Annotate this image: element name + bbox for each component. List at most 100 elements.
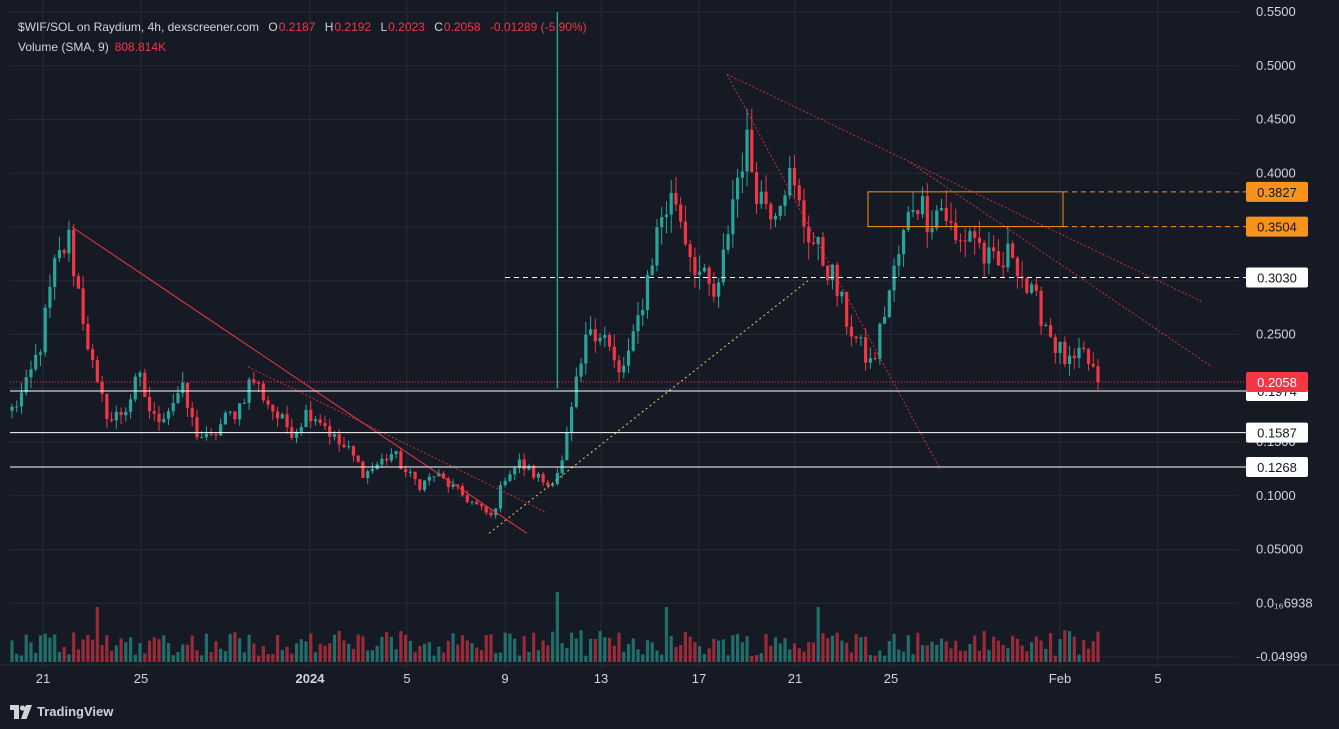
volume-bar bbox=[802, 651, 806, 662]
volume-bar bbox=[897, 649, 901, 662]
candle-body bbox=[645, 274, 650, 311]
volume-bar bbox=[408, 640, 412, 662]
candle-body bbox=[546, 482, 550, 486]
candle-body bbox=[911, 210, 915, 212]
volume-bar bbox=[546, 645, 550, 662]
volume-bar bbox=[24, 634, 28, 662]
volume-bar bbox=[43, 633, 47, 662]
volume-bar bbox=[356, 634, 360, 662]
volume-bar bbox=[859, 637, 863, 662]
candle-body bbox=[332, 434, 337, 437]
candle-body bbox=[992, 247, 996, 252]
candle-body bbox=[778, 205, 782, 216]
candle-body bbox=[385, 458, 389, 461]
x-tick-label: 21 bbox=[36, 671, 50, 686]
volume-bar bbox=[906, 635, 910, 662]
resistance-zone-box bbox=[867, 191, 1064, 228]
candle-body bbox=[285, 414, 289, 428]
volume-bar bbox=[34, 652, 38, 662]
candle-body bbox=[735, 177, 740, 200]
volume-bar bbox=[1077, 654, 1081, 662]
volume-bar bbox=[935, 644, 939, 662]
tradingview-logo[interactable]: TradingView bbox=[10, 704, 113, 719]
candle-body bbox=[517, 459, 522, 468]
volume-bar bbox=[636, 649, 640, 662]
candle-body bbox=[356, 455, 360, 462]
candle-body bbox=[441, 473, 446, 479]
candle-body bbox=[223, 412, 228, 425]
volume-bar bbox=[517, 655, 522, 662]
y-tick-label: 0.4000 bbox=[1256, 165, 1296, 180]
candle-body bbox=[460, 485, 465, 496]
candle-body bbox=[622, 365, 626, 373]
volume-bar bbox=[522, 636, 526, 662]
volume-bar bbox=[86, 634, 90, 662]
candle-body bbox=[190, 407, 194, 418]
candle-body bbox=[95, 360, 99, 383]
legend-low-value: 0.2023 bbox=[388, 20, 425, 34]
volume-bar bbox=[285, 646, 289, 662]
volume-bar bbox=[252, 643, 256, 662]
volume-bar bbox=[584, 655, 588, 662]
volume-bar bbox=[147, 640, 152, 662]
candle-body bbox=[214, 434, 218, 436]
volume-bar bbox=[119, 638, 123, 662]
legend-close-value: 0.2058 bbox=[443, 20, 481, 34]
candle-body bbox=[342, 444, 346, 448]
y-tick-label: 0.05000 bbox=[1256, 542, 1303, 557]
candle-body bbox=[944, 208, 948, 222]
candle-body bbox=[498, 485, 503, 509]
candle-body bbox=[873, 358, 877, 360]
volume-bar bbox=[266, 653, 270, 662]
volume-bar bbox=[954, 640, 958, 662]
volume-bar bbox=[498, 652, 503, 662]
volume-bar bbox=[418, 645, 422, 662]
candle-body bbox=[935, 210, 939, 229]
candle-body bbox=[664, 214, 669, 218]
candle-body bbox=[925, 196, 929, 233]
candle-body bbox=[29, 369, 33, 378]
candle-body bbox=[185, 382, 190, 408]
candle-body bbox=[200, 437, 204, 439]
volume-bar bbox=[313, 652, 318, 662]
volume-bar bbox=[683, 631, 688, 662]
candle-body bbox=[617, 360, 621, 373]
candle-body bbox=[318, 419, 322, 424]
candle-body bbox=[114, 411, 118, 421]
volume-bar bbox=[740, 642, 744, 662]
volume-bar bbox=[660, 654, 664, 662]
volume-bar bbox=[399, 631, 403, 662]
candle-body bbox=[465, 495, 469, 502]
legend-open-label: O bbox=[268, 20, 278, 34]
volume-bar bbox=[1048, 633, 1053, 662]
chart-legend: $WIF/SOL on Raydium, 4h, dexscreener.com… bbox=[18, 17, 587, 57]
volume-bar bbox=[437, 646, 441, 662]
volume-bar bbox=[294, 643, 299, 662]
volume-bar bbox=[404, 634, 408, 662]
candle-body bbox=[271, 404, 275, 412]
volume-bar bbox=[489, 634, 493, 662]
candle-body bbox=[764, 191, 768, 205]
candle-body bbox=[209, 433, 213, 435]
volume-bar bbox=[792, 643, 797, 662]
volume-bar bbox=[811, 642, 816, 662]
candle-body bbox=[124, 411, 128, 416]
y-tick-label: -0.04999 bbox=[1256, 649, 1307, 664]
volume-bar bbox=[456, 644, 460, 662]
candle-body bbox=[275, 411, 280, 419]
volume-bar bbox=[551, 631, 555, 662]
volume-bar bbox=[887, 641, 891, 662]
candle-body bbox=[968, 231, 972, 242]
volume-bar bbox=[275, 635, 280, 662]
volume-bar bbox=[479, 650, 484, 662]
candle-body bbox=[1015, 257, 1019, 277]
candle-body bbox=[679, 204, 683, 222]
volume-bar bbox=[622, 651, 626, 662]
candle-body bbox=[470, 501, 474, 503]
candle-body bbox=[15, 406, 19, 408]
candle-body bbox=[370, 468, 375, 472]
candle-body bbox=[1001, 265, 1005, 268]
candle-body bbox=[612, 346, 616, 361]
candle-body bbox=[987, 247, 991, 264]
